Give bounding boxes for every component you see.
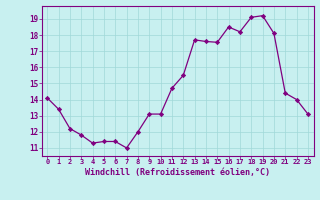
X-axis label: Windchill (Refroidissement éolien,°C): Windchill (Refroidissement éolien,°C): [85, 168, 270, 177]
